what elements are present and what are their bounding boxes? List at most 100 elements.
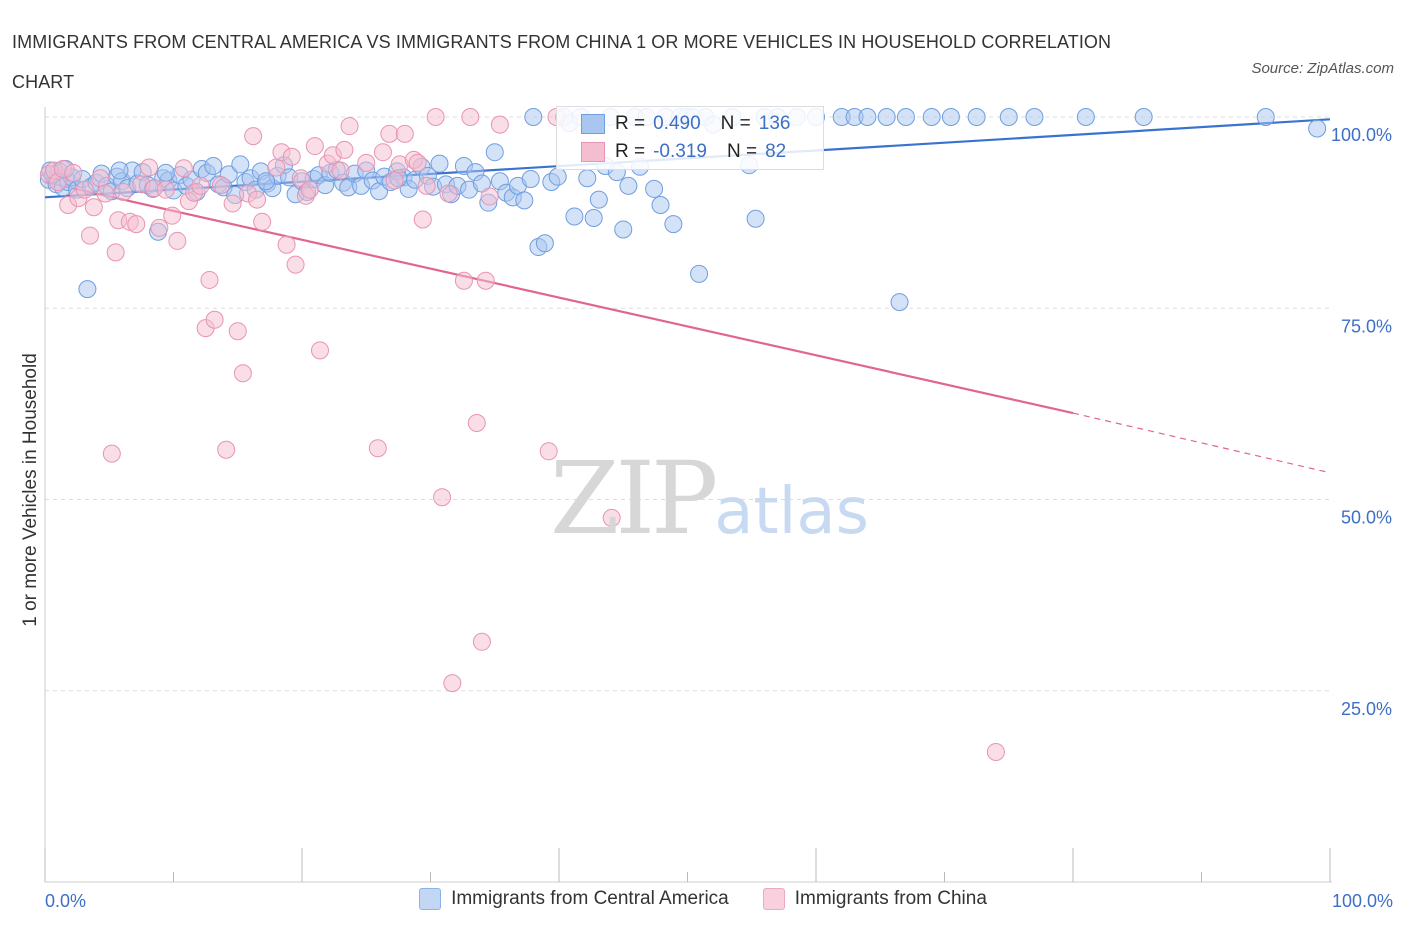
stats-swatch-blue <box>581 114 605 134</box>
stats-r-label: R = <box>615 113 646 134</box>
point-central-america <box>231 155 250 174</box>
point-china <box>286 255 305 274</box>
point-central-america <box>78 280 97 299</box>
point-china <box>539 442 558 461</box>
legend-label: Immigrants from Central America <box>451 888 729 909</box>
watermark: ZIPatlas <box>550 440 869 557</box>
point-china <box>417 176 436 195</box>
point-china <box>373 143 392 162</box>
point-central-america <box>746 209 765 228</box>
point-china <box>91 169 110 188</box>
legend-swatch-blue <box>419 888 442 910</box>
point-china <box>156 180 175 199</box>
tick-labels: 25.0% 50.0% 75.0% 100.0% 0.0% 100.0% <box>45 125 1393 911</box>
legend-item-central-america[interactable]: Immigrants from Central America <box>419 888 729 910</box>
point-china <box>480 187 499 206</box>
point-china <box>305 137 324 156</box>
point-china <box>476 271 495 290</box>
axes <box>44 107 1332 883</box>
point-china <box>174 159 193 178</box>
stats-row-blue: R = 0.490 N = 136 <box>581 110 790 138</box>
source-label: Source: ZipAtlas.com <box>1251 60 1394 77</box>
y-tick-label: 50.0% <box>1341 508 1392 528</box>
point-central-america <box>896 108 915 126</box>
legend-swatch-pink <box>762 888 785 910</box>
point-central-america <box>1256 108 1275 126</box>
stats-n-label: N = <box>720 113 751 134</box>
point-china <box>282 147 301 166</box>
point-china <box>205 310 224 329</box>
point-china <box>300 180 319 199</box>
point-china <box>114 182 133 201</box>
point-china <box>986 742 1005 761</box>
correlation-stats-box: R = 0.490 N = 136 R = -0.319 N = 82 <box>556 106 824 170</box>
point-central-america <box>524 108 543 126</box>
point-china <box>244 127 263 146</box>
point-central-america <box>589 190 608 209</box>
point-central-america <box>1308 119 1327 138</box>
watermark-atlas: atlas <box>714 475 869 549</box>
point-central-america <box>204 156 223 175</box>
stats-row-pink: R = -0.319 N = 82 <box>581 138 786 166</box>
point-central-america <box>877 108 896 126</box>
point-china <box>467 414 486 432</box>
stats-r-value: -0.319 <box>653 141 707 162</box>
point-china <box>150 218 169 237</box>
point-central-america <box>578 169 597 188</box>
stats-r-label: R = <box>615 141 646 162</box>
stats-n-value: 82 <box>765 141 787 162</box>
legend-item-china[interactable]: Immigrants from China <box>762 888 987 910</box>
point-china <box>413 210 432 229</box>
chart-legend: Immigrants from Central America Immigran… <box>0 888 1406 910</box>
point-china <box>191 176 210 195</box>
point-china <box>461 108 480 126</box>
point-china <box>217 440 236 459</box>
point-central-america <box>485 143 504 162</box>
point-china <box>106 243 125 262</box>
point-china <box>212 176 231 195</box>
point-china <box>64 163 83 182</box>
stats-n-value: 136 <box>758 113 791 134</box>
point-china <box>163 206 182 225</box>
x-tick-label: 100.0% <box>1332 891 1393 911</box>
point-china <box>75 180 94 199</box>
point-central-america <box>619 176 638 195</box>
point-china <box>331 161 350 180</box>
point-china <box>380 124 399 143</box>
point-china <box>439 184 458 203</box>
point-china <box>267 158 286 177</box>
point-china <box>433 488 452 507</box>
y-axis-label: 1 or more Vehicles in Household <box>20 353 41 627</box>
point-china <box>200 270 219 289</box>
point-china <box>357 153 376 172</box>
point-central-america <box>690 264 709 283</box>
y-tick-label: 75.0% <box>1341 316 1392 336</box>
point-central-america <box>651 195 670 214</box>
point-central-america <box>1025 108 1044 126</box>
point-central-america <box>890 293 909 312</box>
stats-r-value: 0.490 <box>653 113 701 134</box>
point-china <box>102 444 121 463</box>
point-china <box>426 108 445 126</box>
y-tick-label: 100.0% <box>1331 125 1392 145</box>
point-central-america <box>999 108 1018 126</box>
y-tick-label: 25.0% <box>1341 699 1392 719</box>
point-china <box>277 235 296 254</box>
x-tick-label: 0.0% <box>45 891 86 911</box>
point-central-america <box>614 220 633 239</box>
point-china <box>385 171 404 190</box>
point-china <box>233 364 252 383</box>
point-central-america <box>110 161 129 180</box>
stats-swatch-pink <box>581 142 605 162</box>
point-china <box>223 194 242 213</box>
point-central-america <box>645 179 664 198</box>
point-china <box>228 322 247 341</box>
point-central-america <box>584 208 603 227</box>
point-central-america <box>430 154 449 173</box>
stats-n-label: N = <box>726 141 758 162</box>
point-central-america <box>664 215 683 234</box>
point-china <box>248 190 267 209</box>
point-china <box>472 632 491 651</box>
watermark-zip: ZIP <box>550 440 718 557</box>
